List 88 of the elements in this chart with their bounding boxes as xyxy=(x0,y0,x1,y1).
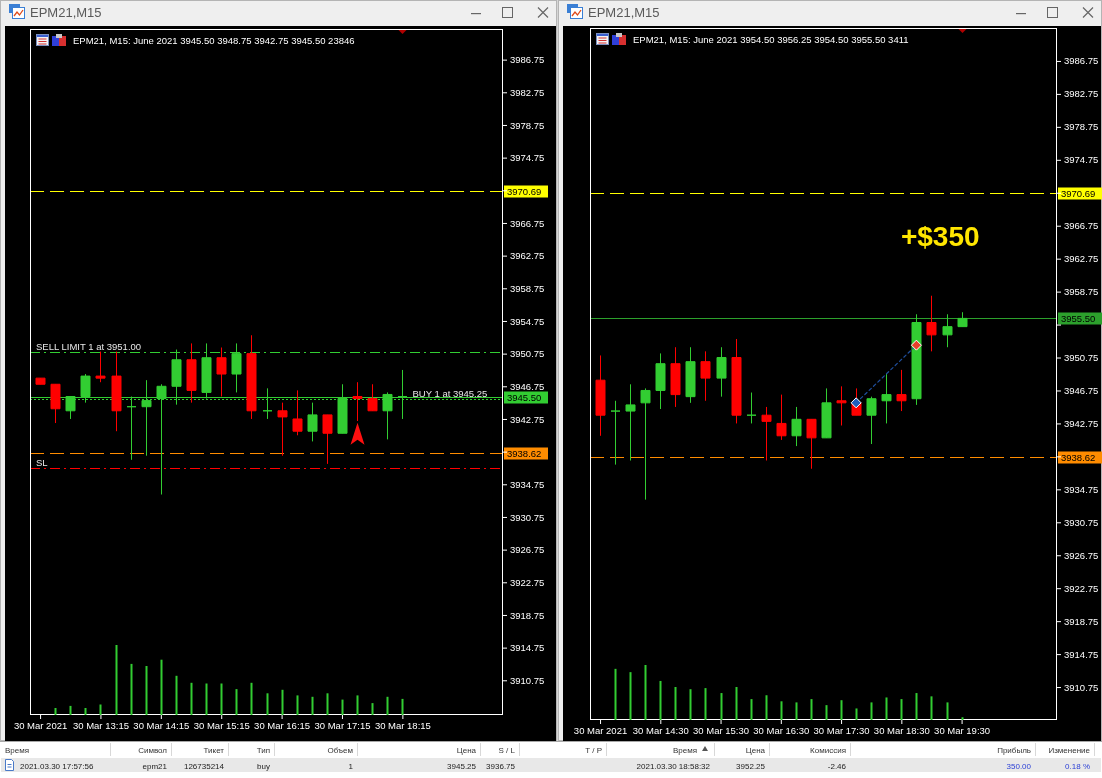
ref-line-label: 3938.62 xyxy=(507,448,542,459)
text: 2021.03.30 17:57:56 xyxy=(20,761,94,771)
x-tick-label: 30 Mar 17:30 xyxy=(813,724,870,736)
y-tick-label: 3922.75 xyxy=(510,576,545,588)
y-tick-label: 3986.75 xyxy=(1064,55,1099,67)
chart-title: EPM21,M15 xyxy=(30,5,102,20)
y-tick-label: 3930.75 xyxy=(510,511,545,523)
y-tick-label: 3962.75 xyxy=(1064,253,1099,265)
category-label: Время xyxy=(672,745,697,755)
category-label: Символ xyxy=(138,745,168,755)
y-tick-label: 3946.75 xyxy=(1064,385,1099,397)
category-label: Цена xyxy=(456,745,477,755)
y-tick-label: 3950.75 xyxy=(510,348,545,360)
text: -2.46 xyxy=(827,761,847,771)
category-label: Тикет xyxy=(203,745,225,755)
category-label: Объем xyxy=(327,745,353,755)
y-tick-label: 3934.75 xyxy=(510,478,545,490)
y-tick-label: 3942.75 xyxy=(510,413,545,425)
y-tick-label: 3958.75 xyxy=(510,282,545,294)
y-tick-label: 3974.75 xyxy=(510,152,545,164)
category-label: Время xyxy=(5,745,30,755)
x-tick-label: 30 Mar 16:15 xyxy=(254,719,311,731)
text: 1 xyxy=(348,761,354,771)
y-tick-label: 3978.75 xyxy=(510,119,545,131)
x-tick-label: 30 Mar 18:30 xyxy=(873,724,930,736)
y-tick-label: 3966.75 xyxy=(1064,220,1099,232)
y-tick-label: 3926.75 xyxy=(510,544,545,556)
text: 350.00 xyxy=(1006,761,1032,771)
text: 2021.03.30 18:58:32 xyxy=(636,761,711,771)
y-tick-label: 3954.75 xyxy=(510,315,545,327)
y-tick-label: 3926.75 xyxy=(1064,549,1099,561)
category-label: Тип xyxy=(256,745,270,755)
x-tick-label: 30 Mar 15:15 xyxy=(193,719,250,731)
y-tick-label: 3910.75 xyxy=(510,674,545,686)
text: EPM21, M15: June 2021 3945.50 3948.75 3942.75 3945.50 23846 xyxy=(73,35,355,46)
x-tick-label: 30 Mar 16:30 xyxy=(753,724,810,736)
y-tick-label: 3910.75 xyxy=(1064,681,1099,693)
ref-line-label: SELL LIMIT 1 at 3951.00 xyxy=(36,340,142,352)
text: buy xyxy=(257,761,270,771)
y-tick-label: 3946.75 xyxy=(510,380,545,392)
y-tick-label: 3930.75 xyxy=(1064,516,1099,528)
y-tick-label: 3918.75 xyxy=(510,609,545,621)
y-tick-label: 3914.75 xyxy=(1064,648,1099,660)
y-tick-label: 3974.75 xyxy=(1064,154,1099,166)
y-tick-label: 3914.75 xyxy=(510,642,545,654)
ref-line-label: 3970.69 xyxy=(1061,188,1096,199)
y-tick-label: 3982.75 xyxy=(1064,88,1099,100)
ref-line-label: 3955.50 xyxy=(1061,313,1096,324)
text: 3945.25 xyxy=(447,761,477,771)
x-tick-label: 30 Mar 2021 xyxy=(13,719,68,731)
y-tick-label: 3958.75 xyxy=(1064,286,1099,298)
y-tick-label: 3962.75 xyxy=(510,250,545,262)
ref-line-label: BUY 1 at 3945.25 xyxy=(412,387,488,399)
category-label: Цена xyxy=(745,745,766,755)
category-label: S / L xyxy=(498,745,516,755)
text: epm21 xyxy=(142,761,168,771)
annotation: +$350 xyxy=(900,220,980,252)
ref-line-label: 3938.62 xyxy=(1061,452,1096,463)
y-tick-label: 3934.75 xyxy=(1064,483,1099,495)
y-tick-label: 3922.75 xyxy=(1064,582,1099,594)
ref-line-label: 3945.50 xyxy=(507,392,542,403)
category-label: Прибыль xyxy=(997,745,1031,755)
text: 0.18 % xyxy=(1065,761,1090,771)
x-tick-label: 30 Mar 13:15 xyxy=(72,719,129,731)
text: 3936.75 xyxy=(486,761,516,771)
category-label: Комиссия xyxy=(810,745,846,755)
y-tick-label: 3982.75 xyxy=(510,86,545,98)
x-tick-label: 30 Mar 19:30 xyxy=(934,724,991,736)
y-tick-label: 3986.75 xyxy=(510,54,545,66)
y-tick-label: 3966.75 xyxy=(510,217,545,229)
category-label: T / P xyxy=(585,745,602,755)
text: EPM21, M15: June 2021 3954.50 3956.25 3954.50 3955.50 3411 xyxy=(633,34,909,45)
ref-line-label: 3970.69 xyxy=(507,186,542,197)
text: 126735214 xyxy=(183,761,225,771)
x-tick-label: 30 Mar 14:30 xyxy=(632,724,689,736)
y-tick-label: 3978.75 xyxy=(1064,121,1099,133)
text: 3952.25 xyxy=(736,761,766,771)
x-tick-label: 30 Mar 18:15 xyxy=(374,719,431,731)
x-tick-label: 30 Mar 2021 xyxy=(573,724,628,736)
ref-line-label: SL xyxy=(36,456,48,468)
y-tick-label: 3942.75 xyxy=(1064,417,1099,429)
x-tick-label: 30 Mar 17:15 xyxy=(314,719,371,731)
x-tick-label: 30 Mar 14:15 xyxy=(133,719,190,731)
y-tick-label: 3950.75 xyxy=(1064,352,1099,364)
x-tick-label: 30 Mar 15:30 xyxy=(693,724,750,736)
y-tick-label: 3918.75 xyxy=(1064,615,1099,627)
category-label: Изменение xyxy=(1048,745,1091,755)
chart-title: EPM21,M15 xyxy=(588,5,660,20)
